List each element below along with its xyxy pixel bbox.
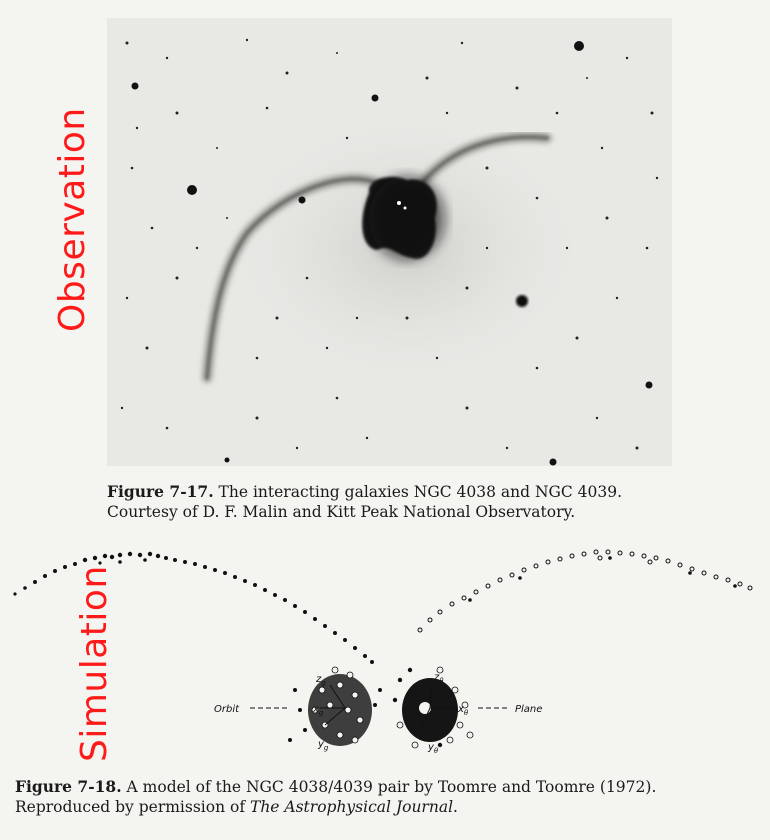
- figure-number: Figure 7-18.: [15, 777, 122, 796]
- figure-7-18-caption: Figure 7-18. A model of the NGC 4038/403…: [15, 777, 770, 817]
- caption-text: Courtesy of D. F. Malin and Kitt Peak Na…: [107, 503, 576, 521]
- orbit-label: Orbit: [214, 704, 240, 715]
- simulation-tail-right-filled: [468, 556, 737, 602]
- field-stars: [120, 38, 659, 450]
- plane-label: Plane: [515, 704, 542, 715]
- figure-7-17-caption: Figure 7-17. The interacting galaxies NG…: [107, 482, 707, 522]
- svg-text:xθ: xθ: [457, 704, 469, 717]
- axis-lines: [250, 684, 510, 731]
- svg-text:yθ: yθ: [427, 742, 439, 755]
- galaxy-photograph: [107, 18, 672, 466]
- bright-stars: [131, 41, 653, 466]
- caption-text: .: [453, 798, 458, 816]
- antennae-galaxies-image: [107, 18, 672, 466]
- svg-text:zθ: zθ: [433, 672, 444, 685]
- caption-text: A model of the NGC 4038/4039 pair by Too…: [126, 778, 657, 796]
- svg-text:yg: yg: [317, 739, 329, 752]
- observation-label: Observation: [52, 107, 93, 332]
- journal-name: The Astrophysical Journal: [249, 798, 454, 816]
- svg-text:xg: xg: [312, 704, 324, 717]
- figure-number: Figure 7-17.: [107, 482, 214, 501]
- caption-text: Reproduced by permission of: [15, 798, 250, 816]
- caption-text: The interacting galaxies NGC 4038 and NG…: [218, 483, 623, 501]
- simulation-tail-left: [13, 551, 374, 664]
- svg-text:zg: zg: [315, 674, 326, 687]
- simulation-galaxy-left: [288, 666, 382, 746]
- diagram-annotations: Orbit Plane xg yg zg xθ yθ zθ: [214, 672, 542, 755]
- galaxy-cores: [362, 176, 445, 260]
- simulation-diagram: Orbit Plane xg yg zg xθ yθ zθ: [13, 549, 753, 755]
- simulation-tail-right: [417, 549, 753, 633]
- simulation-galaxy-right: [392, 666, 474, 749]
